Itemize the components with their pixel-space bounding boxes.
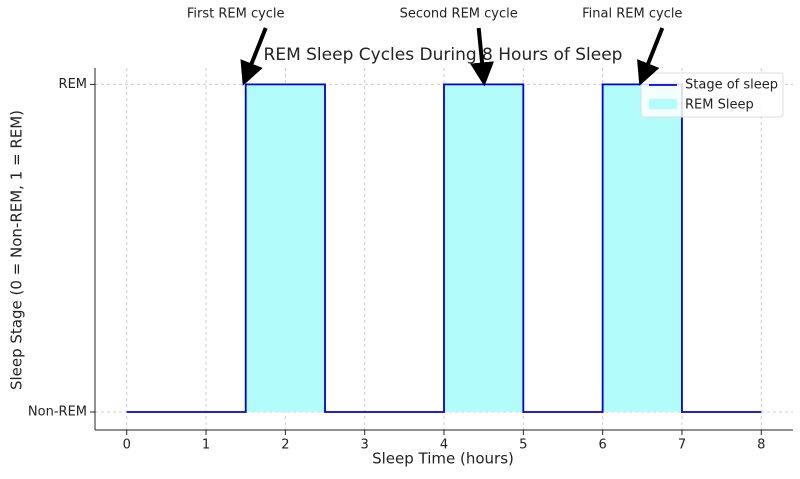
- y-tick-label: Non-REM: [28, 404, 87, 419]
- legend-label: REM Sleep: [685, 98, 754, 113]
- annotation-arrow: [637, 27, 665, 86]
- x-tick-label: 4: [440, 438, 448, 453]
- x-tick-label: 6: [598, 438, 606, 453]
- x-tick-label: 0: [123, 438, 131, 453]
- y-axis-label: Sleep Stage (0 = Non-REM, 1 = REM): [8, 110, 26, 390]
- legend-label: Stage of sleep: [685, 78, 778, 93]
- rem-span: [245, 84, 326, 412]
- y-tick-label: REM: [59, 77, 87, 92]
- annotation-arrow: [470, 27, 495, 87]
- annotation-text: Second REM cycle: [400, 7, 518, 22]
- annotation-arrow: [240, 27, 268, 86]
- x-tick-label: 1: [202, 438, 210, 453]
- x-tick-label: 7: [678, 438, 686, 453]
- x-tick-label: 3: [361, 438, 369, 453]
- annotation-text: First REM cycle: [187, 7, 285, 22]
- x-tick-label: 8: [757, 438, 765, 453]
- rem-span: [602, 84, 682, 412]
- x-axis-label: Sleep Time (hours): [372, 450, 514, 468]
- rem-span: [444, 84, 524, 412]
- x-tick-label: 2: [281, 438, 289, 453]
- legend-swatch: [649, 99, 677, 109]
- annotation-text: Final REM cycle: [582, 7, 682, 22]
- chart-title: REM Sleep Cycles During 8 Hours of Sleep: [264, 45, 623, 65]
- x-tick-label: 5: [519, 438, 527, 453]
